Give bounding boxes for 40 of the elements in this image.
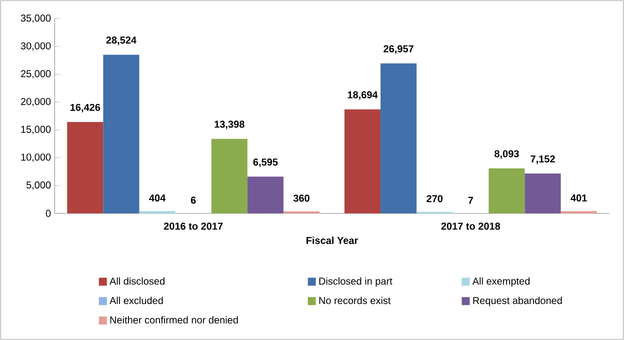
- data-label: 404: [149, 194, 166, 202]
- legend-label: No records exist: [319, 296, 391, 304]
- bar: [247, 176, 284, 214]
- legend-label: All exempted: [472, 277, 530, 287]
- data-label: 13,398: [214, 120, 244, 130]
- y-tick-label: 35,000: [20, 14, 51, 23]
- bar: [344, 109, 381, 214]
- y-tick-label: 15,000: [21, 126, 51, 134]
- x-tick-label: 2017 to 2018: [441, 222, 500, 230]
- y-tick-label: 25,000: [20, 70, 51, 78]
- y-tick-label: 0: [46, 210, 51, 217]
- data-label: 401: [570, 194, 587, 202]
- data-label: 8,093: [494, 150, 519, 159]
- data-label: 7: [468, 196, 474, 204]
- bar: [524, 174, 561, 214]
- data-label: 18,694: [348, 91, 378, 100]
- legend-label: Disclosed in part: [319, 277, 392, 287]
- data-label: 26,957: [384, 45, 414, 54]
- bar: [380, 63, 417, 214]
- y-tick-label: 30,000: [20, 42, 51, 51]
- y-tick-label: 10,000: [21, 154, 51, 162]
- bar: [67, 122, 104, 214]
- x-axis-title: Fiscal Year: [306, 236, 358, 244]
- bar: [488, 168, 525, 214]
- data-label: 6,595: [253, 158, 278, 168]
- data-label: 7,152: [530, 155, 555, 164]
- data-label: 270: [426, 195, 443, 202]
- bar: [211, 138, 248, 214]
- x-tick-label: 2016 to 2017: [164, 222, 223, 230]
- legend-label: All excluded: [110, 296, 163, 304]
- legend-label: Request abandoned: [473, 296, 562, 306]
- data-label: 28,524: [106, 36, 136, 46]
- legend-label: All disclosed: [110, 277, 164, 285]
- data-label: 16,426: [70, 104, 100, 112]
- data-label: 6: [190, 196, 196, 204]
- y-tick-label: 5,000: [26, 181, 51, 190]
- legend-label: Neither confirmed nor denied: [110, 316, 238, 324]
- y-tick-label: 20,000: [20, 98, 51, 106]
- data-label: 360: [293, 194, 310, 202]
- bar: [103, 54, 140, 214]
